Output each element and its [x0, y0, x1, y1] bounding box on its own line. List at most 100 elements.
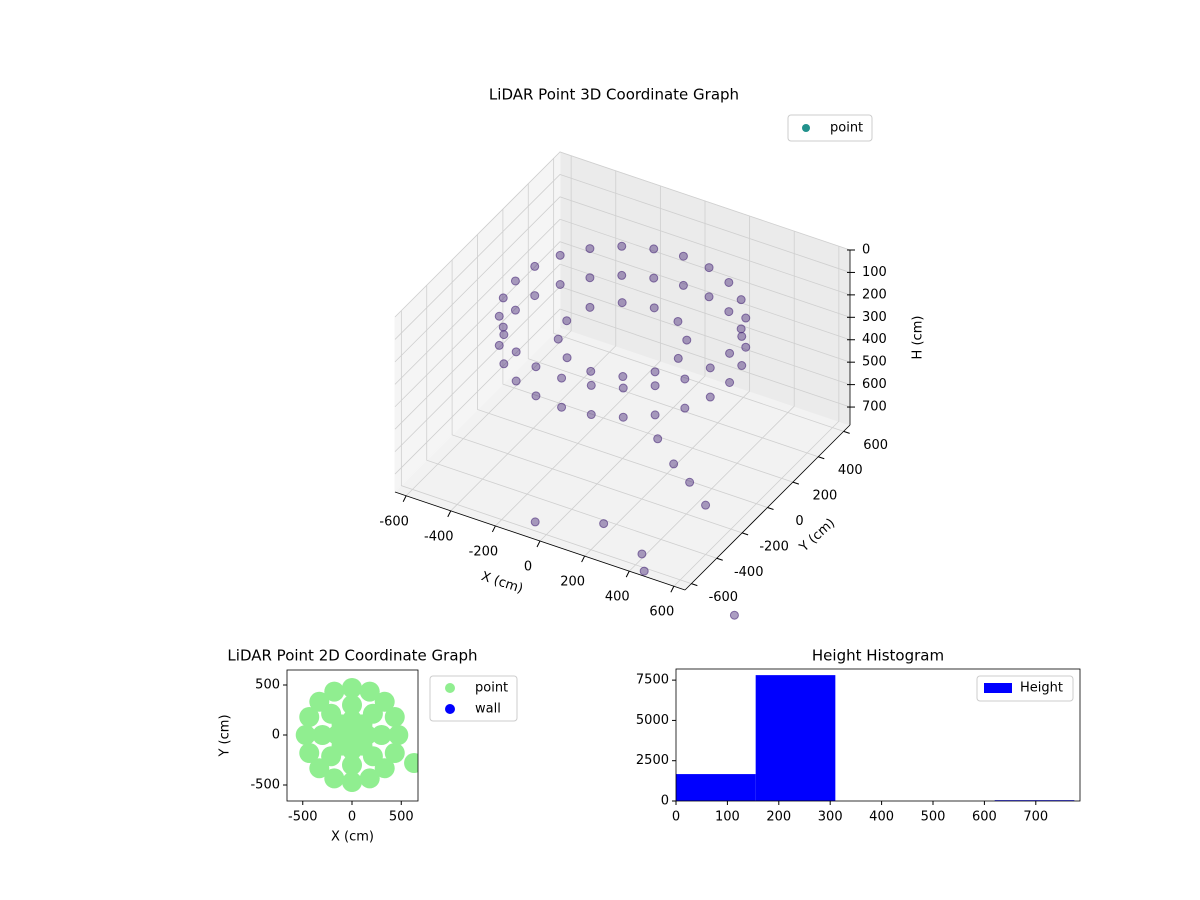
point [510, 276, 520, 286]
legend-label: point [475, 681, 508, 696]
point [371, 725, 392, 745]
grid-line [394, 151, 851, 318]
point [585, 244, 595, 254]
y-tick [792, 481, 800, 485]
x-tick-label: -600 [379, 514, 409, 529]
z-tick-label: 0 [862, 243, 870, 258]
y-tick [843, 430, 850, 434]
z-tick-label: 100 [862, 265, 887, 280]
grid-line [495, 185, 661, 527]
point [724, 307, 734, 317]
legend-box [787, 114, 873, 142]
point [637, 549, 647, 559]
bar [676, 774, 756, 801]
point [724, 277, 734, 287]
y-axis [684, 424, 851, 591]
point [324, 768, 345, 789]
point [669, 459, 679, 469]
x-tick [581, 555, 586, 563]
chart-title: Height Histogram [812, 647, 944, 665]
x-tick [625, 570, 630, 578]
x-tick-label: 500 [921, 810, 946, 825]
point [617, 241, 627, 251]
y-axis-label: Y (cm) [218, 714, 233, 757]
grid-line [400, 310, 692, 585]
z-tick-label: 400 [862, 332, 887, 347]
grid-line [394, 196, 851, 363]
y-tick-label: 400 [838, 463, 863, 478]
point [499, 359, 509, 369]
point [650, 410, 660, 420]
x-tick-label: 0 [348, 810, 356, 825]
x-tick-label: 600 [972, 810, 997, 825]
y-tick-label: 500 [255, 678, 280, 693]
point [618, 383, 628, 393]
point [342, 695, 363, 715]
grid-line [584, 216, 751, 557]
grid-line [394, 241, 851, 408]
x-tick [491, 525, 496, 533]
point [312, 725, 333, 745]
x-tick-label: 500 [389, 810, 414, 825]
point [729, 610, 739, 620]
legend-marker [445, 683, 455, 693]
y-tick-label: 600 [863, 438, 888, 453]
point [653, 434, 663, 444]
point [639, 566, 649, 576]
z-tick-label: 600 [862, 377, 887, 392]
y-tick-label: 0 [272, 728, 280, 743]
x-tick-label: -500 [288, 810, 318, 825]
point [585, 302, 595, 312]
grid-line [394, 218, 851, 385]
point [498, 322, 508, 332]
grid-line [502, 209, 794, 483]
x-tick-label: 700 [1023, 810, 1048, 825]
point [737, 361, 747, 371]
x-tick-label: 400 [869, 810, 894, 825]
y-tick-label: -200 [759, 539, 789, 554]
x-tick-label: 200 [560, 575, 585, 590]
point [599, 519, 609, 529]
point [618, 412, 628, 422]
point [553, 334, 563, 344]
y-tick-label: -600 [709, 590, 739, 605]
y-tick-label: -400 [734, 565, 764, 580]
point [673, 353, 683, 363]
y-tick-label: 5000 [636, 713, 669, 728]
bar [994, 800, 1075, 801]
point [704, 263, 714, 273]
point [680, 403, 690, 413]
y-tick [818, 456, 825, 460]
grid-line [539, 201, 706, 542]
grid-line [628, 231, 795, 572]
y-tick [716, 557, 723, 561]
point [404, 753, 418, 773]
axes-frame [675, 668, 1081, 802]
point [359, 681, 380, 702]
y-tick [741, 532, 749, 536]
point [511, 347, 521, 357]
point [299, 707, 320, 727]
point [295, 725, 316, 745]
point [678, 280, 688, 290]
point [562, 353, 572, 363]
legend-marker [802, 124, 810, 132]
x-tick-label: -200 [469, 544, 499, 559]
point [585, 273, 595, 283]
grid-line [426, 285, 717, 559]
point [586, 366, 596, 376]
point [725, 378, 735, 388]
x-tick [402, 495, 407, 502]
point [342, 755, 363, 775]
point [342, 725, 363, 745]
point [680, 374, 690, 384]
grid-line [394, 263, 851, 430]
grid-line [477, 234, 768, 508]
grid-line [451, 259, 743, 534]
grid-line [450, 170, 617, 512]
x-tick-label: 600 [649, 605, 674, 620]
point [531, 362, 541, 372]
point [704, 292, 714, 302]
point [649, 273, 659, 283]
